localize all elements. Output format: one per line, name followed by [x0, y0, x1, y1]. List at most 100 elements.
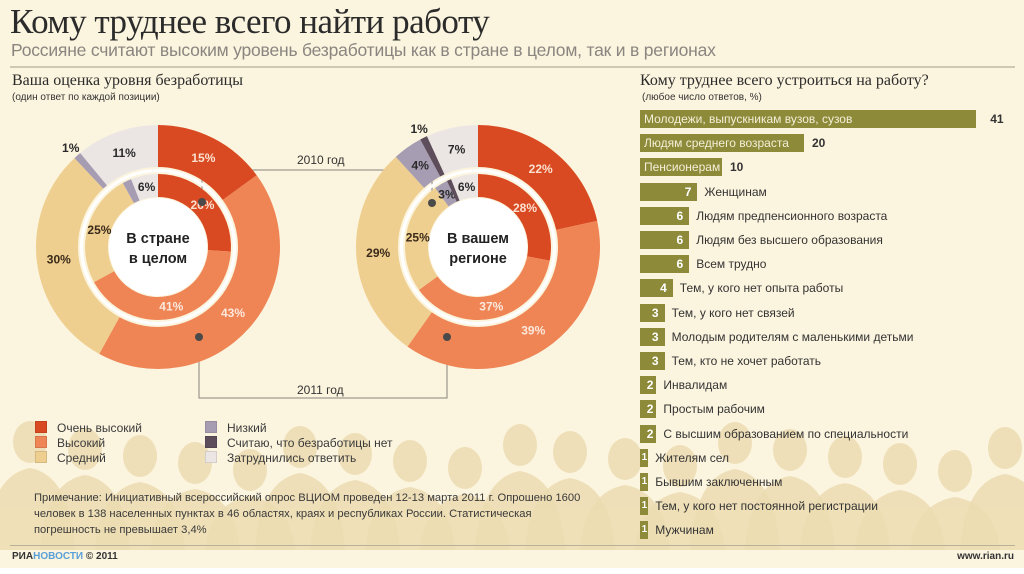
bar-with-label: Людям среднего возраста: [640, 134, 804, 153]
bar: 6: [640, 206, 690, 225]
divider: [10, 545, 1015, 546]
bar: 2: [640, 424, 657, 443]
bar-label: Жителям сел: [655, 450, 729, 465]
slice-label: 15%: [191, 151, 215, 165]
connector-dot: [195, 333, 203, 341]
legend-item: Очень высокий: [35, 421, 142, 436]
donut-slice-outer: [427, 125, 478, 175]
legend-item: Высокий: [35, 436, 105, 451]
donut-slice-inner: [158, 174, 232, 252]
bar: 4: [640, 279, 673, 298]
bar: 2: [640, 400, 657, 419]
ria-novosti-logo: РИАНОВОСТИ © 2011: [12, 551, 118, 562]
bar-label: Мужчинам: [655, 523, 714, 538]
page-subtitle: Россияне считают высоким уровень безрабо…: [11, 40, 716, 60]
site-url[interactable]: www.rian.ru: [957, 551, 1014, 562]
slice-label: 30%: [47, 253, 71, 267]
bar-row: 6 Людям без высшего образования: [640, 231, 883, 249]
footnote: Примечание: Инициативный всероссийский о…: [34, 492, 581, 536]
legend-item: Считаю, что безработицы нет: [205, 436, 393, 451]
legend-swatch: [35, 421, 47, 433]
bar-label: С высшим образованием по специальности: [663, 426, 909, 441]
bar-row: Пенсионерам 10: [640, 158, 743, 177]
legend-item: Затруднились ответить: [205, 451, 356, 466]
donut-slice-outer: [420, 136, 445, 177]
bar-label: Молодым родителям с маленькими детьми: [671, 329, 914, 344]
slice-label: 43%: [221, 306, 245, 320]
slice-label: 39%: [521, 323, 545, 337]
donut-center: [109, 198, 207, 296]
slice-label: 25%: [87, 223, 111, 237]
donut-slice-outer: [478, 125, 598, 230]
bar: 6: [640, 255, 690, 274]
logo-part: РИА: [12, 551, 34, 562]
year-label-2010: 2010 год: [297, 153, 345, 167]
bar: 1: [640, 497, 649, 516]
bar-row: 2 С высшим образованием по специальности: [640, 424, 909, 443]
donut-slice-inner: [122, 179, 140, 204]
bar: 1: [640, 521, 649, 540]
bar-row: 2 Инвалидам: [640, 376, 727, 395]
bar-row: 7 Женщинам: [640, 182, 767, 201]
bar-row: Людям среднего возраста 20: [640, 134, 826, 153]
donut-slice-outer: [35, 158, 120, 354]
slice-label: 6%: [458, 180, 476, 194]
bar-label: Бывшим заключенным: [655, 475, 783, 489]
bar-row: 4 Тем, у кого нет опыта работы: [640, 279, 844, 298]
bar-label: Людям предпенсионного возраста: [696, 208, 888, 223]
bar-label: Простым рабочим: [663, 402, 765, 417]
donut-slice-inner: [435, 180, 457, 207]
bar-row: 1 Бывшим заключенным: [640, 473, 782, 491]
bar-row: 1 Тем, у кого нет постоянной регистрации: [640, 497, 878, 516]
bar-label: Женщинам: [704, 184, 767, 199]
slice-label: 28%: [513, 201, 537, 215]
slice-label: 6%: [138, 180, 156, 194]
ring-separator: [80, 169, 236, 325]
bar-row: 6 Людям предпенсионного возраста: [640, 206, 888, 225]
year-label-2011: 2011 год: [297, 383, 344, 397]
donut-center-title: В вашем: [447, 231, 509, 247]
donut-slice-outer: [356, 156, 432, 347]
donut-slice-inner: [478, 174, 551, 261]
bar-label: Тем, у кого нет опыта работы: [679, 281, 844, 296]
copyright: © 2011: [85, 551, 118, 562]
legend-item: Средний: [35, 451, 106, 466]
bar-row: Молодежи, выпускникам вузов, сузов 41: [640, 110, 1004, 128]
bar-label: Тем, у кого нет связей: [671, 305, 795, 320]
connector-dot: [198, 198, 206, 206]
bar-with-label: Пенсионерам: [640, 158, 722, 177]
donut-section-subtitle: (один ответ по каждой позиции): [12, 92, 160, 103]
slice-label: 11%: [112, 146, 136, 160]
bar-with-label: Молодежи, выпускникам вузов, сузов: [640, 110, 977, 128]
legend-label: Считаю, что безработицы нет: [227, 436, 393, 450]
slice-label: 25%: [406, 230, 430, 244]
bar: 7: [640, 182, 698, 201]
person-silhouette: [960, 427, 1024, 550]
legend-item: Низкий: [205, 421, 267, 436]
bar-row: 6 Всем трудно: [640, 255, 766, 274]
legend-label: Низкий: [227, 421, 267, 435]
connector-dot: [428, 199, 436, 207]
legend-swatch: [35, 436, 47, 448]
slice-label: 37%: [479, 300, 503, 314]
slice-label: 29%: [366, 246, 390, 260]
bar-value: 20: [812, 136, 826, 151]
donut-chart: 22%39%29%4%1%7%28%37%25%3%1%6%В вашемрег…: [356, 122, 600, 369]
slice-label: 1%: [62, 141, 80, 155]
bar-label: Тем, кто не хочет работать: [671, 354, 822, 368]
donut-slice-outer: [395, 139, 441, 188]
donut-slice-outer: [80, 125, 158, 186]
legend-label: Средний: [57, 451, 106, 465]
donut-slice-inner: [85, 183, 134, 283]
connector-2011: [198, 337, 448, 399]
donut-slice-outer: [158, 125, 257, 200]
slice-label: 22%: [529, 162, 553, 176]
donut-slice-outer: [74, 152, 108, 189]
legend-label: Очень высокий: [57, 421, 142, 435]
donut-center: [429, 198, 527, 296]
legend-swatch: [35, 451, 47, 463]
donut-center-title: в целом: [129, 251, 187, 267]
bar: 3: [640, 352, 665, 370]
